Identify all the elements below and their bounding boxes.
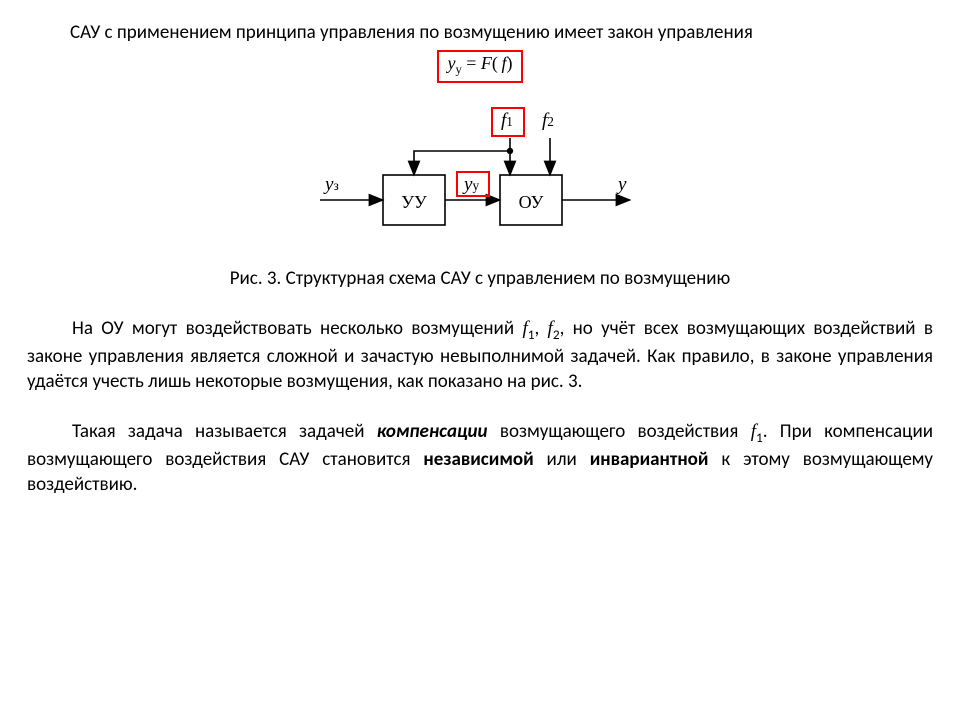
highlight-f1: [491, 107, 525, 137]
formula-eq: =: [462, 53, 481, 73]
p1-f2s: 2: [553, 326, 560, 343]
formula-paren-close: ): [507, 53, 513, 73]
formula-rhs-func: F: [481, 53, 492, 73]
p2-b1: компенсации: [377, 420, 488, 443]
p2-t4: или: [534, 448, 590, 471]
formula-container: yу = F( f): [25, 50, 935, 83]
p2-fs: 1: [756, 429, 763, 446]
p2-b2: независимой: [423, 448, 533, 471]
paragraph-2: Такая задача называется задачей компенса…: [27, 419, 933, 498]
label-y: y: [618, 175, 626, 194]
p1-t1: На ОУ могут воздействовать несколько воз…: [72, 317, 522, 340]
block-uu-label: УУ: [383, 193, 445, 211]
block-diagram: УУ ОУ yз yу f1 f2 y: [270, 105, 690, 255]
p2-b3: инвариантной: [590, 448, 709, 471]
label-yz: yз: [325, 175, 339, 194]
formula-paren-open: (: [492, 53, 502, 73]
figure-caption: Рис. 3. Структурная схема САУ с управлен…: [25, 267, 935, 290]
block-ou-label: ОУ: [500, 193, 562, 211]
p2-t2: возмущающего воздействия: [488, 420, 751, 443]
highlight-yy: [456, 171, 490, 197]
p2-t1: Такая задача называется задачей: [72, 420, 377, 443]
formula-box: yу = F( f): [437, 50, 522, 83]
feedforward-node: [507, 148, 513, 154]
label-f2: f2: [542, 111, 554, 130]
p1-t2: ,: [534, 317, 547, 340]
intro-paragraph: САУ с применением принципа управления по…: [25, 20, 935, 46]
paragraph-1: На ОУ могут воздействовать несколько воз…: [27, 316, 933, 395]
